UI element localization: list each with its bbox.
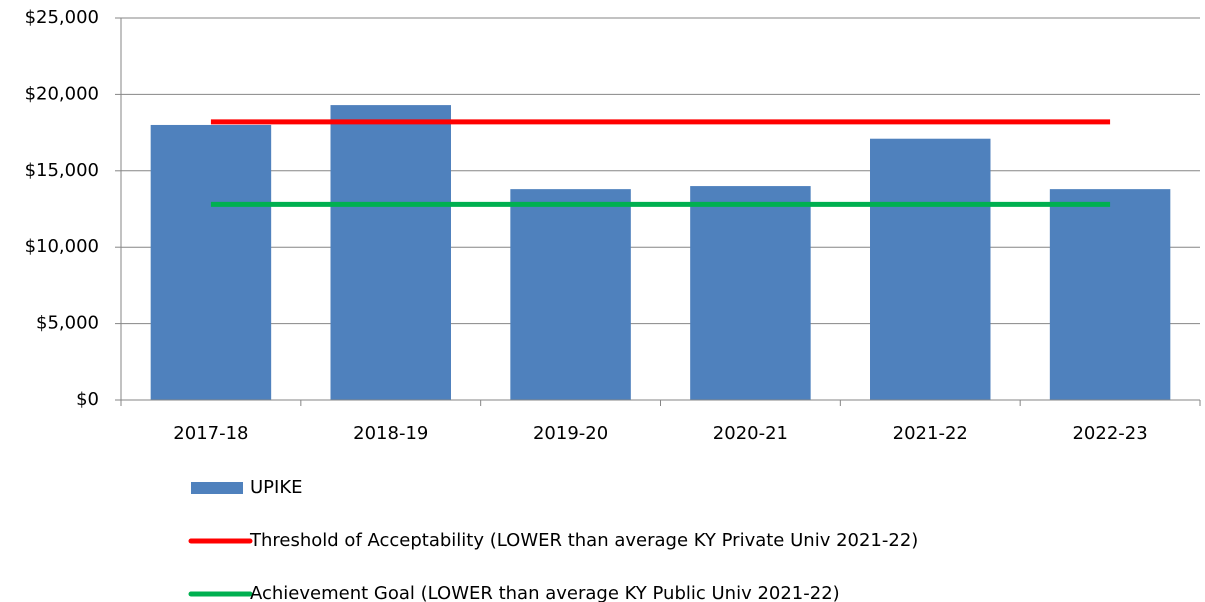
x-tick-label: 2022-23 [1072, 423, 1147, 444]
bar [150, 124, 272, 401]
x-tick-label: 2017-18 [173, 423, 248, 444]
y-tick-label: $10,000 [25, 236, 99, 257]
bar [690, 186, 811, 400]
bar [870, 138, 991, 400]
bar [1049, 189, 1171, 400]
y-tick-label: $5,000 [36, 313, 99, 334]
y-tick-label: $15,000 [25, 160, 99, 181]
y-tick-label: $25,000 [25, 7, 99, 28]
legend-label: Achievement Goal (LOWER than average KY … [250, 583, 840, 602]
x-tick-label: 2019-20 [533, 423, 608, 444]
bar [510, 189, 631, 400]
y-tick-label: $20,000 [25, 83, 99, 104]
bar [330, 105, 451, 400]
x-tick-label: 2021-22 [893, 423, 968, 444]
legend-swatch [191, 482, 243, 494]
legend-label: UPIKE [250, 477, 303, 498]
legend-label: Threshold of Acceptability (LOWER than a… [249, 530, 918, 551]
x-tick-label: 2020-21 [713, 423, 788, 444]
x-tick-label: 2018-19 [353, 423, 428, 444]
y-tick-label: $0 [76, 389, 99, 410]
